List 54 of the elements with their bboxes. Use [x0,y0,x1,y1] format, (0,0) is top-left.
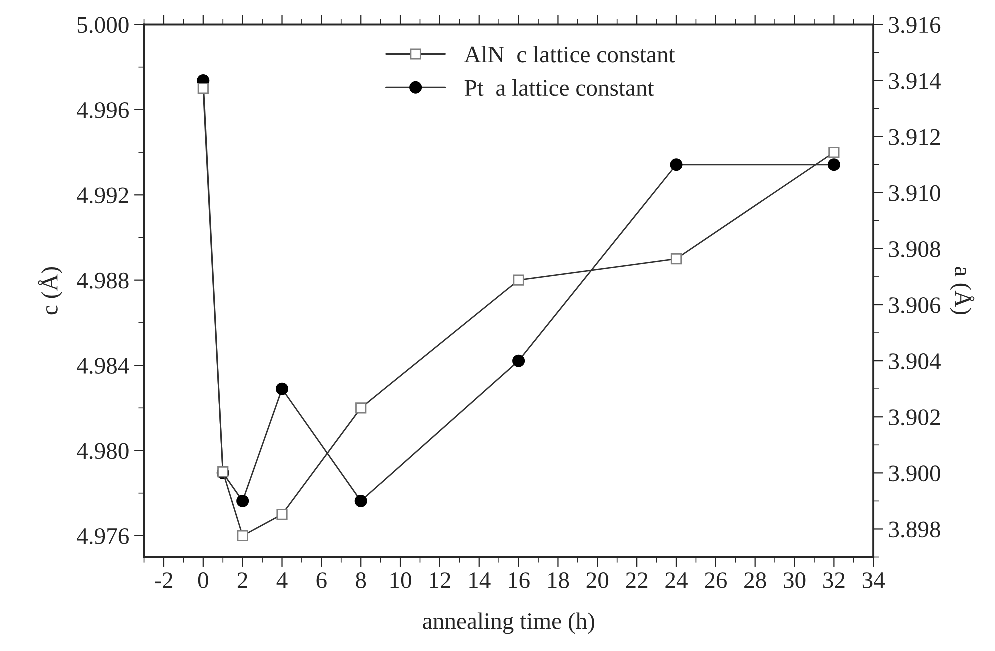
x-tick-label: 10 [390,572,412,588]
y-tick-label: 4.980 [77,443,129,460]
x-tick-label: 2 [238,572,248,588]
y-axis-title: c (Å) [38,267,63,315]
point [513,274,524,286]
x-tick-label: 0 [198,572,208,588]
y2-tick-label: 3.900 [889,466,940,482]
y2-tick-label: 3.906 [889,298,941,314]
point [356,402,367,414]
point [236,494,250,508]
y2-axis-title: a (Å) [950,267,975,315]
x-tick-label: 4 [276,572,288,588]
point [198,83,209,94]
x-tick-label: 34 [862,572,886,588]
x-tick-label: 24 [666,572,688,588]
y-tick-label: 4.996 [77,102,129,118]
x-tick-label: 16 [509,572,530,588]
x-tick-label: 32 [824,572,845,588]
point [828,146,840,158]
y-tick-label: 4.976 [77,528,129,544]
x-tick-label: 6 [316,572,327,588]
x-tick-label: 20 [586,572,609,588]
y-tick-label: 4.992 [77,188,128,204]
x-tick-label: 26 [705,572,728,588]
point [670,253,682,265]
point [276,509,288,520]
x-tick-label: 22 [626,572,648,588]
x-axis-title: annealing time (h) [423,612,594,634]
x-tick-label: -2 [155,572,173,588]
legend-label: AlN c lattice constant [464,46,676,63]
y2-tick-label: 3.910 [889,185,940,202]
point [354,494,368,508]
point [670,158,683,172]
x-tick-label: 14 [470,572,491,588]
y2-tick-label: 3.898 [889,522,940,538]
y2-tick-label: 3.908 [889,241,940,258]
point [276,382,289,396]
point [828,158,840,172]
point [512,354,526,368]
x-tick-label: 18 [548,572,570,588]
y-tick-label: 4.984 [77,358,130,374]
x-tick-label: 28 [744,572,766,588]
x-tick-label: 8 [356,572,366,588]
y2-tick-label: 3.912 [889,129,940,146]
y2-tick-label: 3.902 [889,410,940,426]
y2-tick-label: 3.914 [889,73,941,90]
legend-label: Pt a lattice constant [464,79,654,96]
y2-tick-label: 3.904 [889,354,941,370]
y-tick-label: 4.988 [77,272,129,289]
point [237,530,248,542]
x-tick-label: 12 [430,572,450,588]
x-tick-label: 30 [784,572,806,588]
y2-tick-label: 3.916 [889,17,941,34]
y-tick-label: 5.000 [78,17,129,34]
